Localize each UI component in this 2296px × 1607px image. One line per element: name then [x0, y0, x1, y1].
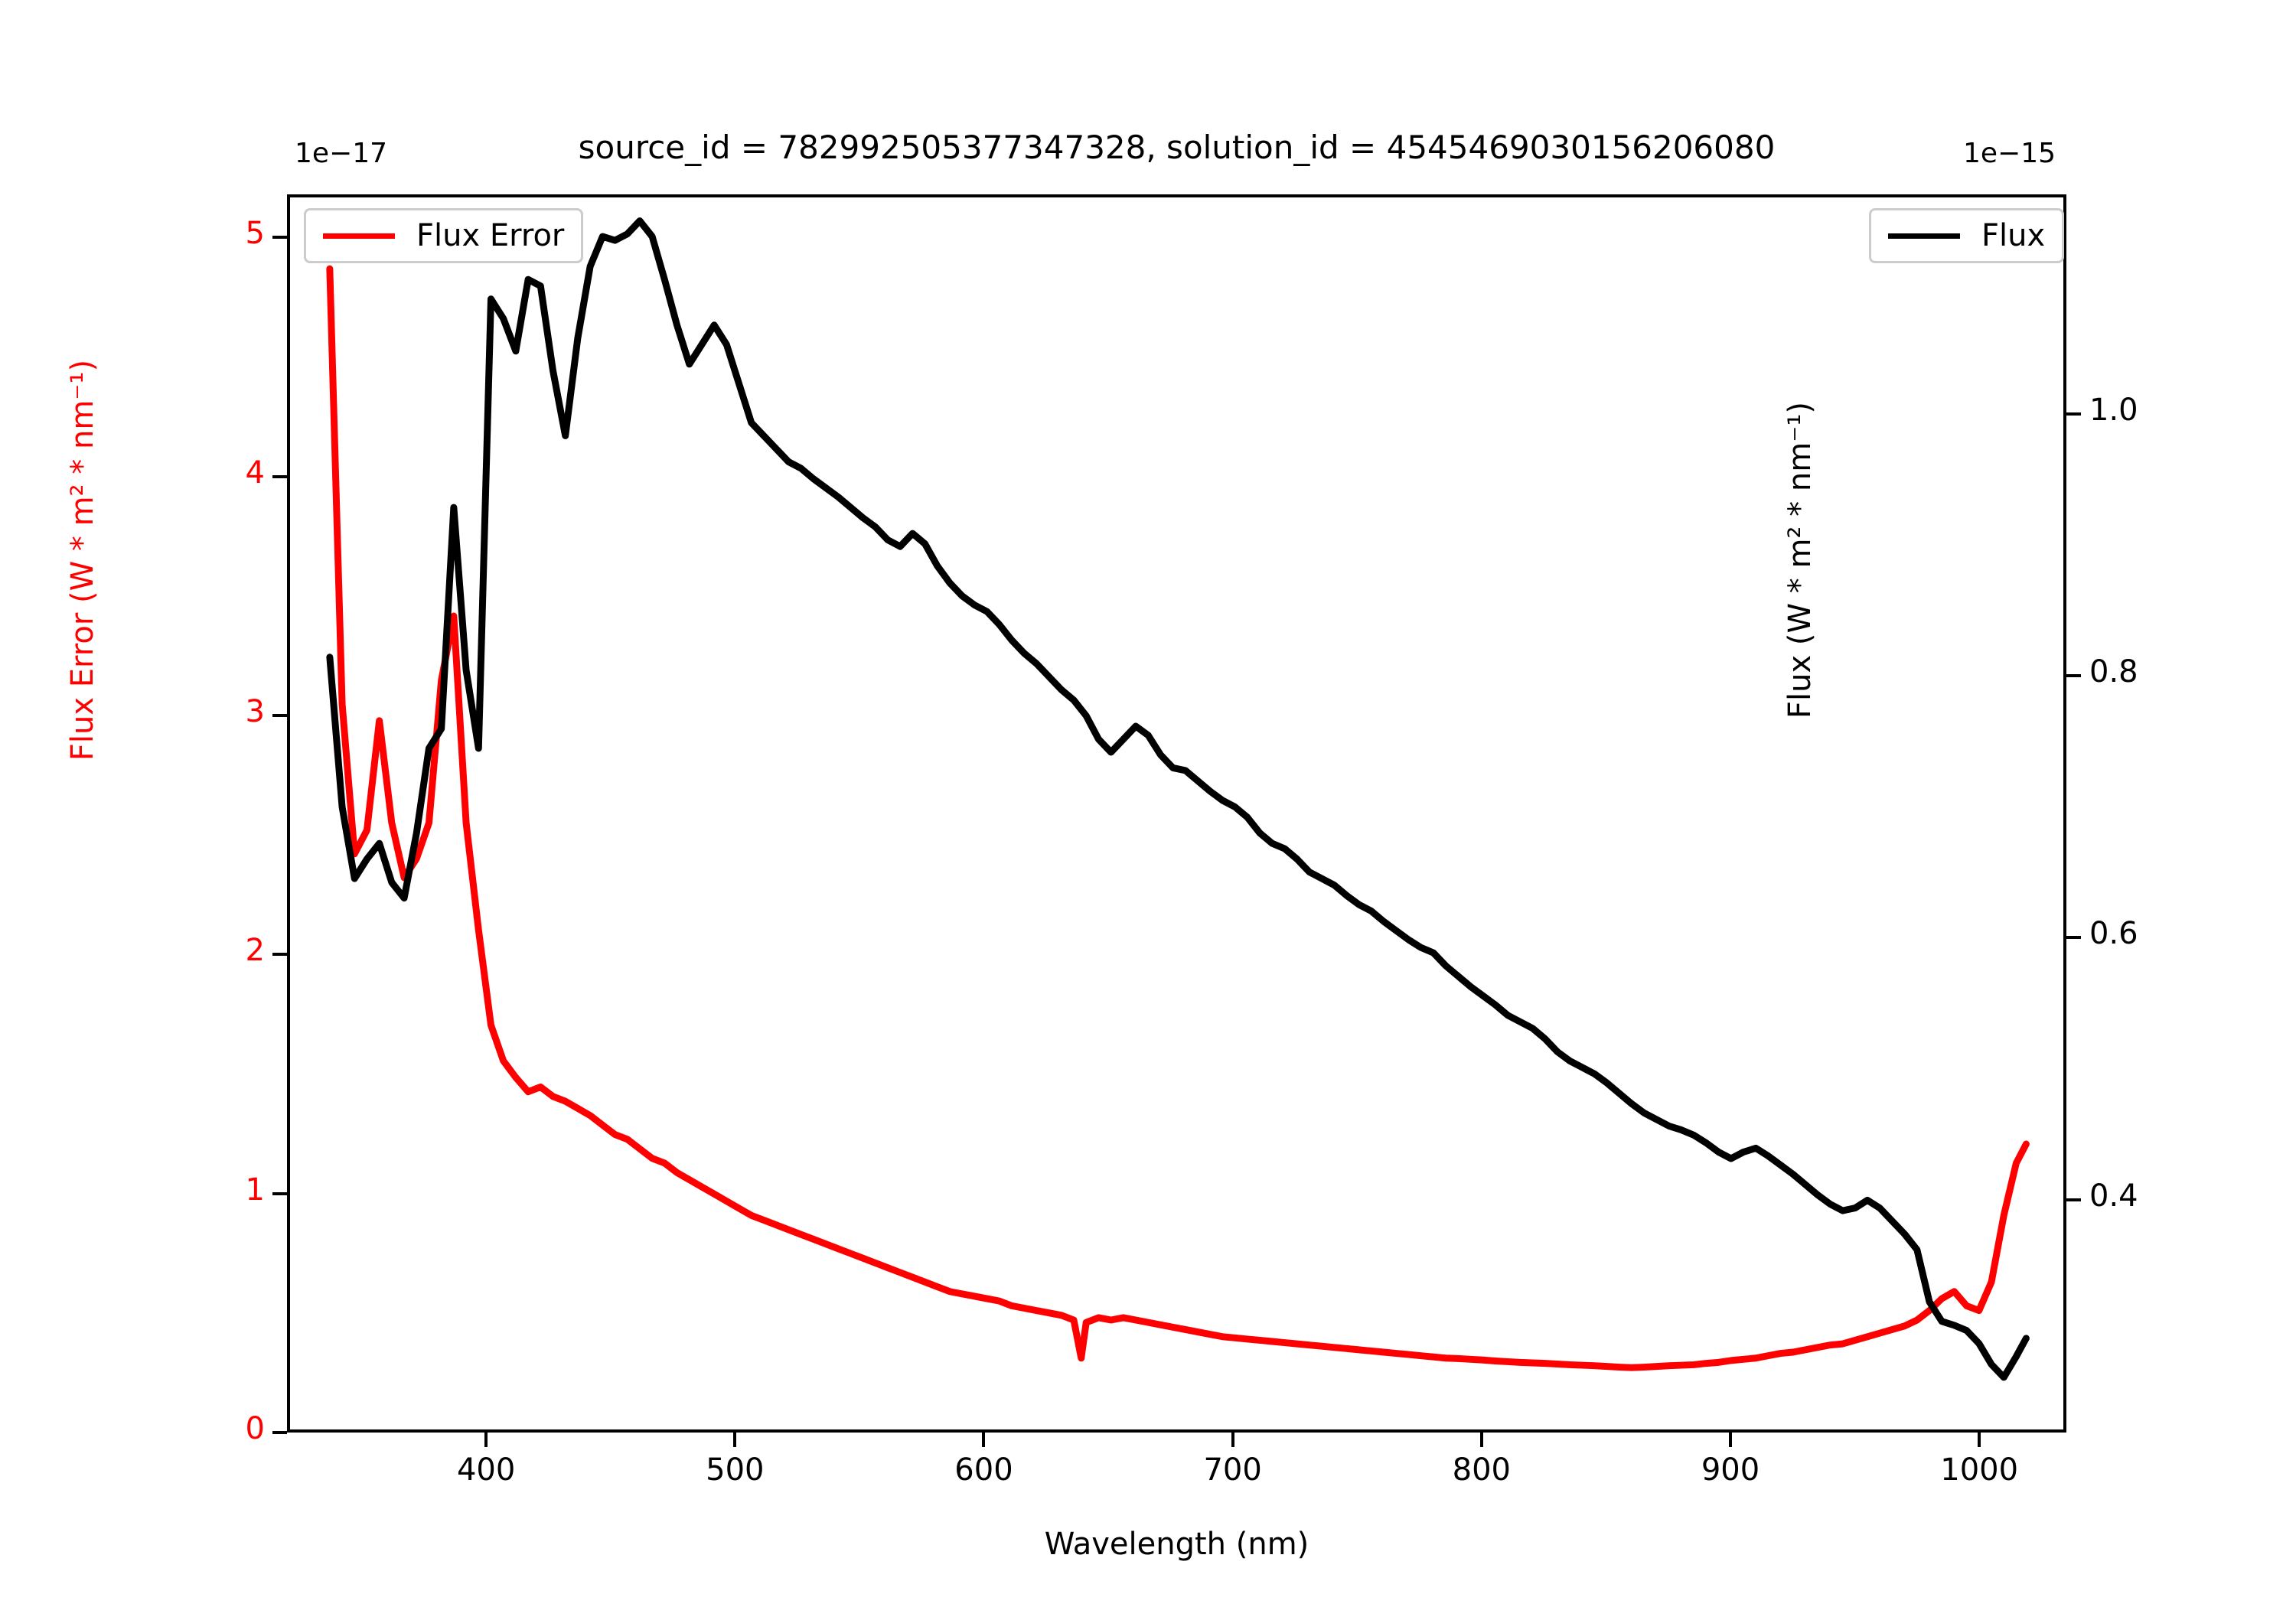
legend-line-swatch-flux-error: [323, 233, 395, 239]
right-axis-offset-text: 1e−15: [1963, 138, 2056, 169]
plot-axes-frame: [287, 194, 2066, 1433]
bottom-tick-label: 700: [1203, 1452, 1262, 1488]
bottom-tick-label: 400: [456, 1452, 516, 1488]
legend-flux[interactable]: Flux: [1869, 208, 2065, 263]
flux-error-curve: [326, 265, 2030, 1371]
legend-label-flux-error: Flux Error: [416, 218, 565, 253]
bottom-tick-mark: [484, 1433, 488, 1447]
left-axis-offset-text: 1e−17: [295, 138, 388, 169]
flux-error-curve-group: [326, 265, 2030, 1371]
left-axis-label: Flux Error (W * m² * nm⁻¹): [65, 359, 100, 761]
left-tick-mark: [272, 1431, 287, 1434]
right-tick-mark: [2066, 936, 2081, 940]
right-tick-label: 1.0: [2089, 393, 2138, 429]
left-tick-label: 1: [245, 1172, 265, 1208]
left-tick-mark: [272, 713, 287, 717]
left-tick-label: 5: [245, 216, 265, 252]
left-tick-label: 3: [245, 693, 265, 729]
left-tick-mark: [272, 474, 287, 478]
left-tick-mark: [272, 953, 287, 957]
page-title: source_id = 782992505377347328, solution…: [578, 129, 1776, 166]
right-tick-mark: [2066, 412, 2081, 416]
bottom-tick-mark: [733, 1433, 737, 1447]
left-tick-label: 4: [245, 455, 265, 491]
left-tick-label: 2: [245, 933, 265, 969]
bottom-tick-mark: [982, 1433, 986, 1447]
right-tick-mark: [2066, 1198, 2081, 1201]
legend-flux-error[interactable]: Flux Error: [304, 208, 584, 263]
flux-curve-group: [326, 217, 2030, 1381]
bottom-tick-mark: [1479, 1433, 1483, 1447]
x-axis-label: Wavelength (nm): [1044, 1527, 1309, 1562]
bottom-tick-label: 500: [706, 1452, 765, 1488]
flux-curve: [326, 217, 2030, 1381]
plot-curves: [326, 217, 2030, 1381]
bottom-tick-label: 1000: [1940, 1452, 2019, 1488]
right-tick-mark: [2066, 674, 2081, 678]
bottom-tick-label: 800: [1452, 1452, 1511, 1488]
right-tick-label: 0.4: [2089, 1178, 2138, 1214]
bottom-tick-mark: [1978, 1433, 1981, 1447]
bottom-tick-mark: [1231, 1433, 1234, 1447]
bottom-tick-label: 600: [954, 1452, 1013, 1488]
left-tick-label: 0: [245, 1411, 265, 1446]
left-tick-mark: [272, 1191, 287, 1195]
legend-line-swatch-flux: [1888, 233, 1960, 239]
left-tick-mark: [272, 236, 287, 240]
right-axis-label: Flux (W * m² * nm⁻¹): [1782, 402, 1818, 719]
right-tick-label: 0.8: [2089, 654, 2138, 690]
bottom-tick-label: 900: [1701, 1452, 1760, 1488]
legend-label-flux: Flux: [1981, 218, 2046, 253]
right-tick-label: 0.6: [2089, 916, 2138, 952]
bottom-tick-mark: [1729, 1433, 1732, 1447]
